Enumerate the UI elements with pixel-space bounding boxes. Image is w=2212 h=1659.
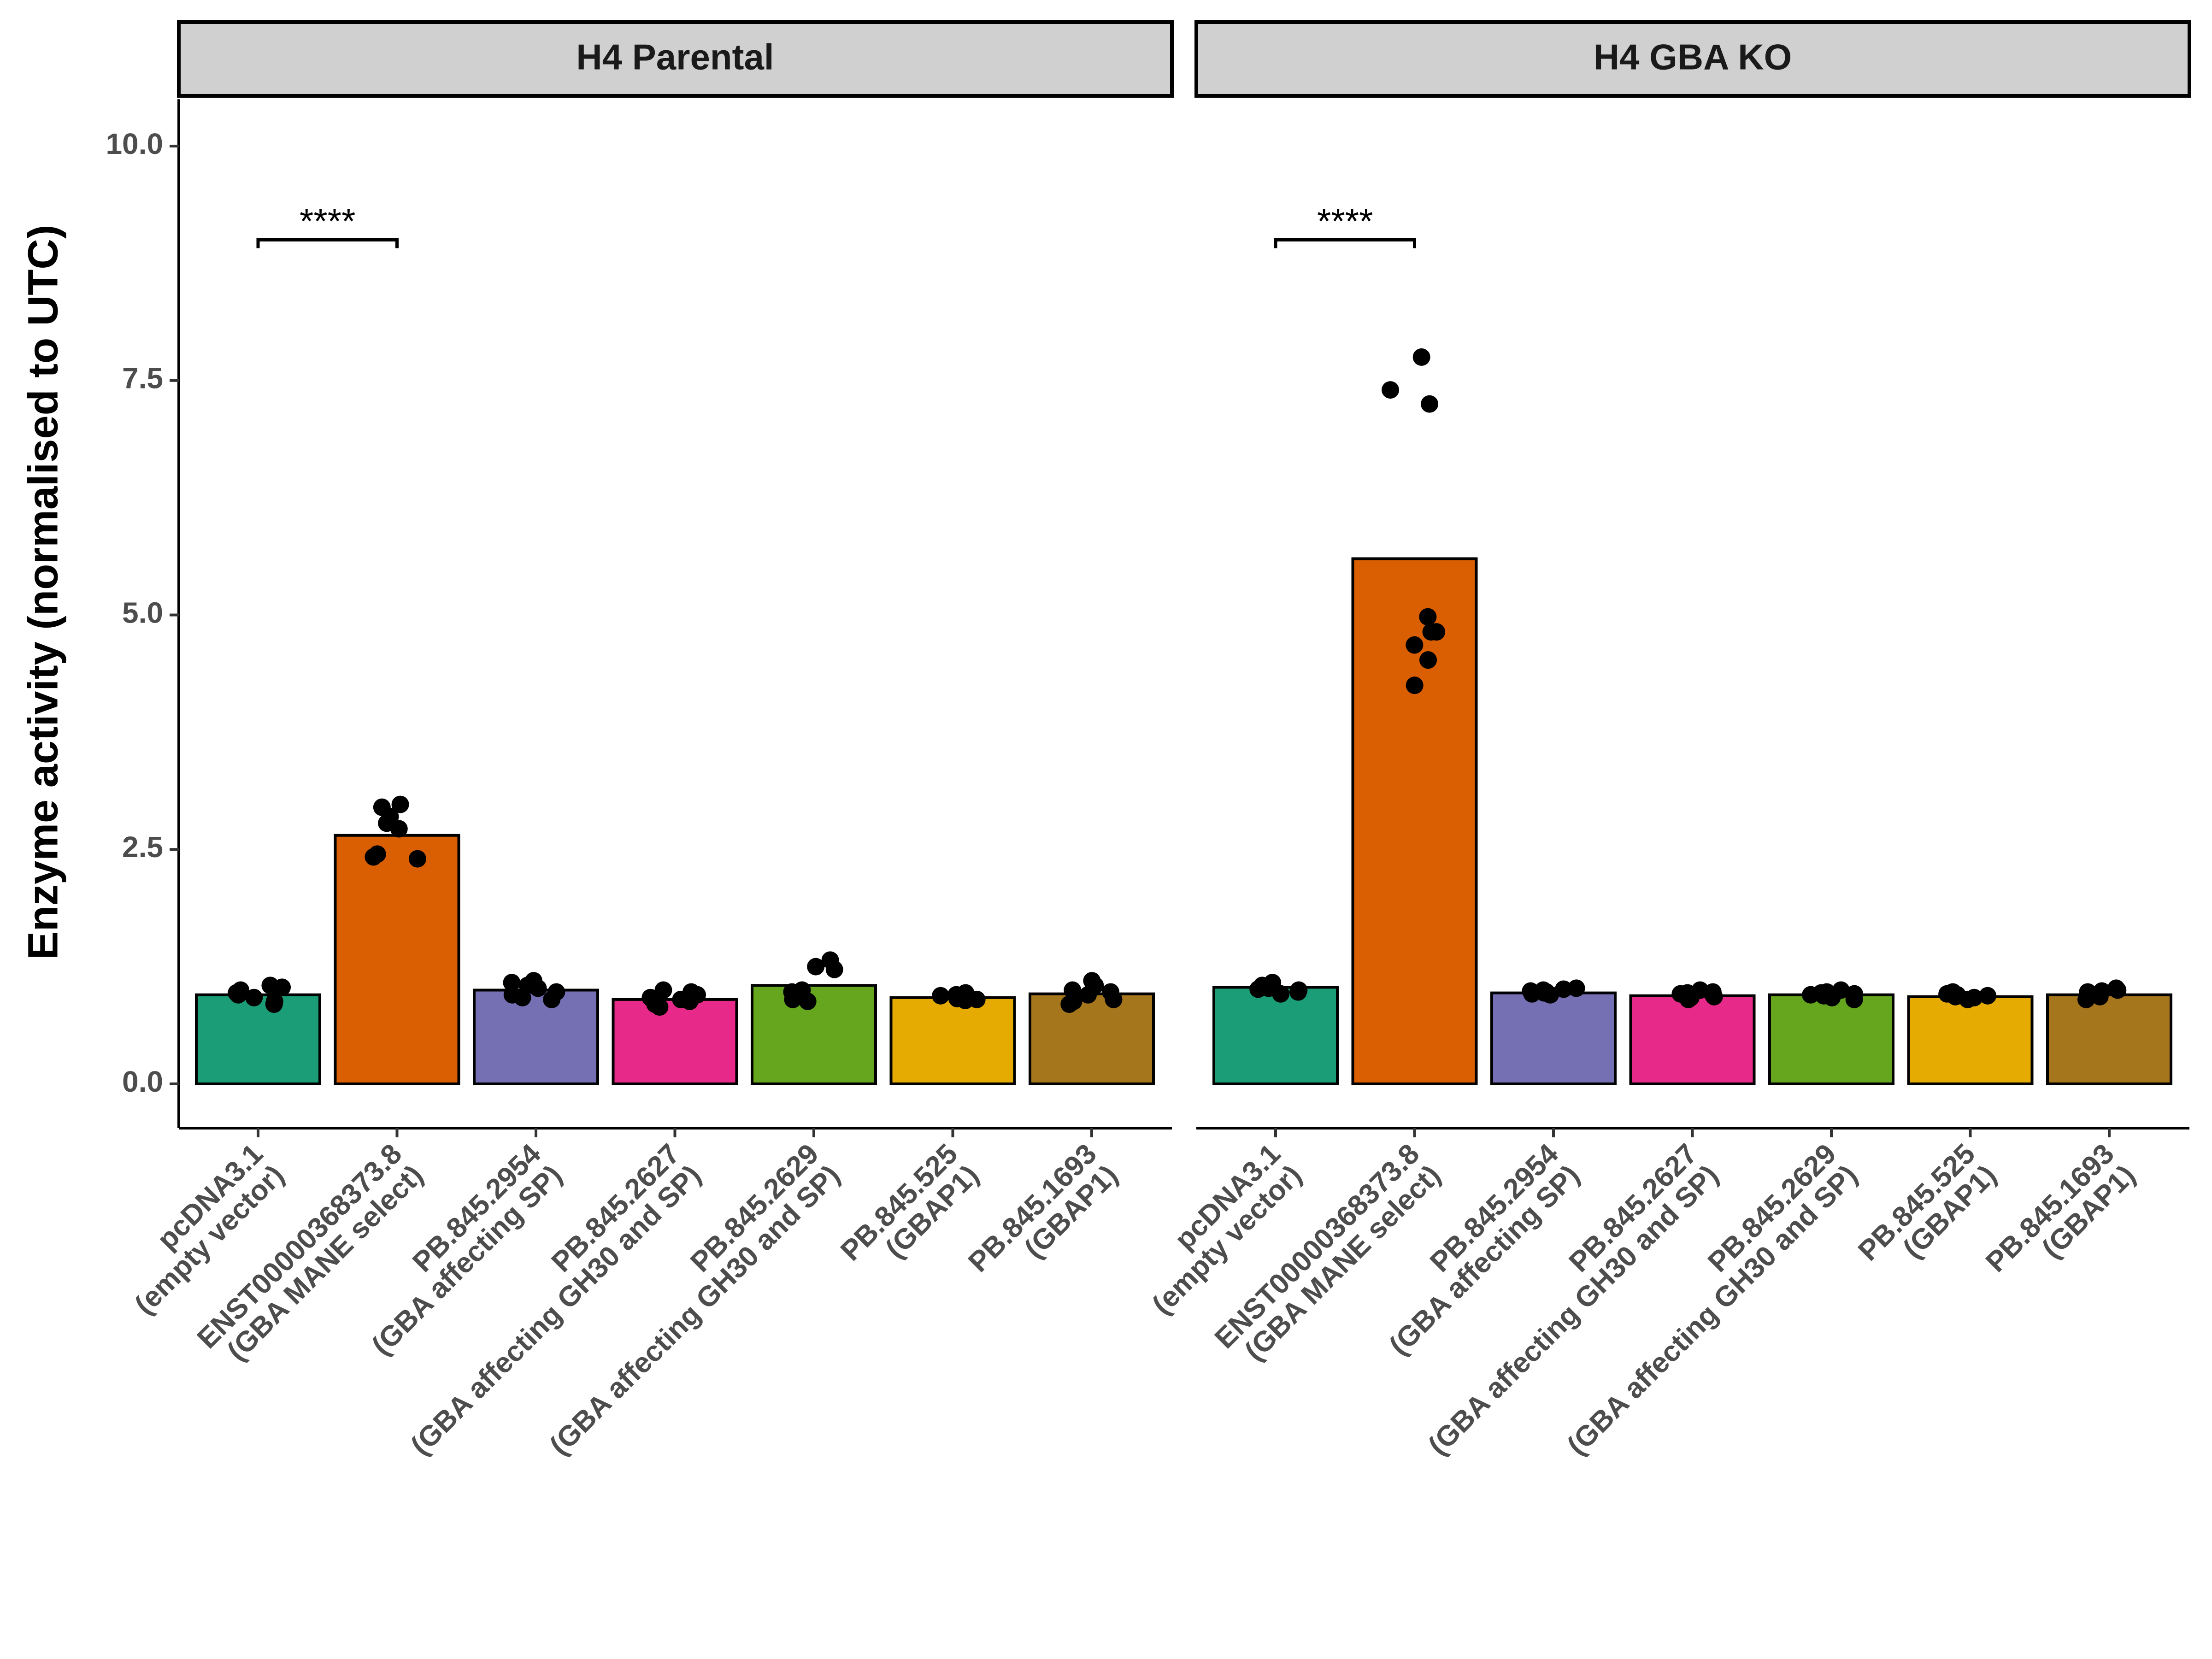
bar — [195, 993, 321, 1086]
data-point — [1943, 984, 1961, 1002]
data-point — [1382, 381, 1400, 399]
data-point — [641, 988, 659, 1006]
significance-label: **** — [300, 201, 355, 241]
data-point — [245, 988, 263, 1006]
data-point — [1535, 984, 1553, 1002]
data-point — [265, 995, 283, 1013]
data-point — [229, 986, 247, 1004]
data-point — [807, 958, 825, 976]
y-tick-label: 2.5 — [122, 830, 163, 864]
data-point — [1802, 986, 1820, 1004]
data-point — [1979, 987, 1997, 1005]
data-point — [390, 820, 408, 838]
strip-background — [1194, 20, 2191, 98]
data-point — [273, 978, 291, 996]
bar — [1490, 991, 1617, 1085]
data-point — [1959, 990, 1977, 1008]
bar — [1212, 986, 1339, 1086]
data-point — [543, 990, 561, 1008]
bar — [612, 998, 738, 1086]
bar — [1907, 995, 2034, 1086]
data-point — [408, 850, 426, 868]
data-point — [1102, 983, 1120, 1001]
data-point — [1671, 985, 1689, 1003]
panel-title: H4 Parental — [576, 37, 774, 77]
data-point — [1419, 608, 1437, 626]
data-point — [1419, 651, 1437, 669]
data-point — [1421, 395, 1439, 413]
data-point — [373, 798, 391, 816]
data-point — [799, 992, 817, 1010]
y-tick-label: 10.0 — [106, 127, 163, 160]
data-point — [1290, 981, 1308, 999]
data-point — [1406, 677, 1424, 694]
bar — [2046, 993, 2172, 1086]
data-point — [503, 974, 521, 992]
y-axis: 0.0 2.5 5.0 7.5 10.0 — [106, 99, 180, 1128]
data-point — [513, 988, 531, 1006]
data-point — [948, 989, 966, 1007]
data-point — [1412, 348, 1430, 366]
data-point — [1422, 623, 1440, 641]
data-point — [2109, 981, 2127, 999]
significance-bracket — [1274, 238, 1416, 248]
bar — [334, 834, 460, 1085]
strip-background — [177, 20, 1174, 98]
data-point — [2093, 982, 2111, 1000]
data-point — [1705, 988, 1723, 1006]
bar — [1629, 994, 1756, 1085]
panel-title: H4 GBA KO — [1594, 37, 1792, 77]
data-point — [1060, 995, 1078, 1013]
significance-bracket — [256, 238, 399, 248]
bar — [473, 988, 599, 1085]
data-point — [1555, 980, 1573, 998]
data-point — [365, 848, 382, 866]
bar — [889, 996, 1016, 1086]
data-point — [1272, 985, 1290, 1003]
data-point — [783, 983, 801, 1001]
data-point — [681, 992, 699, 1010]
data-point — [654, 981, 672, 999]
data-point — [1249, 980, 1267, 998]
y-tick-label: 5.0 — [122, 596, 163, 629]
y-axis-title: Enzyme activity (normalised to UTC) — [19, 225, 66, 960]
data-point — [2077, 990, 2095, 1008]
y-tick-label: 7.5 — [122, 362, 163, 395]
y-tick-label: 0.0 — [122, 1065, 163, 1098]
data-point — [932, 987, 950, 1005]
data-point — [1845, 990, 1863, 1008]
bar — [1768, 993, 1894, 1086]
data-point — [1522, 982, 1540, 1000]
bar — [1029, 992, 1155, 1085]
data-point — [1567, 979, 1585, 997]
data-point — [825, 960, 843, 978]
data-point — [1406, 636, 1424, 654]
data-point — [1079, 986, 1097, 1004]
data-point — [391, 795, 409, 813]
data-point — [529, 979, 547, 997]
significance-label: **** — [1317, 201, 1373, 241]
